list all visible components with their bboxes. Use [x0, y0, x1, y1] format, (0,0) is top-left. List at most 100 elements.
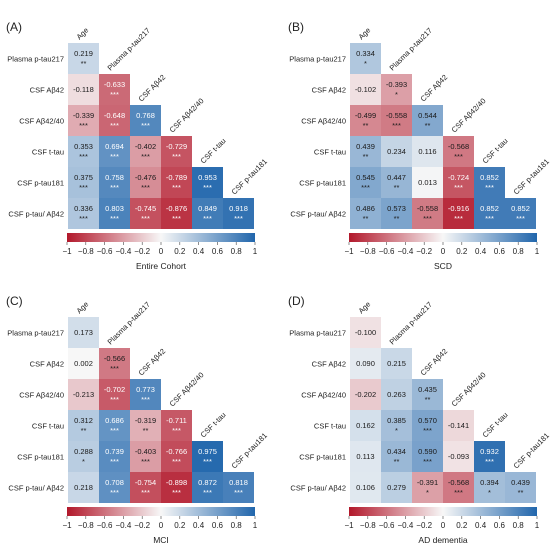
row-label: CSF Aβ42: [312, 86, 346, 95]
heatmap-cell: [474, 167, 505, 198]
heatmap-cell: [68, 136, 99, 167]
panel-label: (D): [288, 294, 305, 308]
cell-value: -0.568: [448, 142, 469, 151]
cell-value: 0.872: [198, 478, 217, 487]
cell-value: 0.932: [480, 447, 499, 456]
column-label: CSF t-tau: [199, 136, 228, 165]
row-label: CSF Aβ42: [312, 360, 346, 369]
heatmap-cell: [192, 441, 223, 472]
significance-stars: *: [488, 488, 491, 497]
colorbar-tick-label: 0.8: [513, 247, 525, 256]
significance-stars: ***: [485, 457, 494, 466]
colorbar-tick-label: 0.2: [456, 247, 468, 256]
cell-value: 0.336: [74, 204, 93, 213]
significance-stars: *: [395, 90, 398, 99]
heatmap-cell: [412, 379, 443, 410]
heatmap-cell: [350, 379, 381, 410]
significance-stars: ***: [234, 488, 243, 497]
heatmap-cell: [381, 379, 412, 410]
heatmap-cell: [443, 410, 474, 441]
significance-stars: ***: [110, 152, 119, 161]
colorbar-tick-label: −0.8: [360, 521, 376, 530]
cell-value: 0.773: [136, 385, 155, 394]
cell-value: 0.090: [356, 359, 375, 368]
row-label: CSF Aβ42/40: [19, 391, 64, 400]
cell-value: -0.898: [166, 478, 187, 487]
column-label: CSF Aβ42/40: [450, 96, 488, 134]
heatmap-cell: [99, 410, 130, 441]
row-label: CSF p-tau/ Aβ42: [8, 484, 64, 493]
cell-value: 0.447: [387, 173, 406, 182]
colorbar-tick-label: 1: [535, 521, 540, 530]
cell-value: 0.162: [356, 421, 375, 430]
column-label: CSF t-tau: [481, 410, 510, 439]
row-label: CSF Aβ42/40: [301, 117, 346, 126]
cell-value: -0.102: [355, 85, 376, 94]
heatmap-cell: [474, 472, 505, 503]
cell-value: 0.573: [387, 204, 406, 213]
heatmap-cell: [505, 472, 536, 503]
heatmap-cell: [161, 410, 192, 441]
significance-stars: ***: [141, 457, 150, 466]
row-label: CSF Aβ42: [30, 86, 64, 95]
heatmap-cell: [350, 167, 381, 198]
row-label: CSF Aβ42/40: [19, 117, 64, 126]
cell-value: 0.758: [105, 173, 124, 182]
colorbar-tick-label: −0.8: [360, 247, 376, 256]
heatmap-cell: [350, 472, 381, 503]
row-label: CSF p-tau/ Aβ42: [290, 210, 346, 219]
significance-stars: ***: [516, 214, 525, 223]
heatmap-cell: [443, 472, 474, 503]
significance-stars: ***: [110, 121, 119, 130]
cell-value: -0.916: [448, 204, 469, 213]
cell-value: 0.215: [387, 359, 406, 368]
significance-stars: ***: [203, 214, 212, 223]
cell-value: 0.002: [74, 359, 93, 368]
cell-value: 0.708: [105, 478, 124, 487]
heatmap-cell: [130, 136, 161, 167]
cell-value: 0.219: [74, 49, 93, 58]
heatmap-cell: [161, 472, 192, 503]
heatmap-cell: [443, 198, 474, 229]
heatmap-cell: [192, 167, 223, 198]
column-label: CSF Aβ42: [137, 73, 168, 104]
heatmap-cell: [161, 441, 192, 472]
row-label: CSF p-tau/ Aβ42: [290, 484, 346, 493]
heatmap-cell: [161, 136, 192, 167]
colorbar-tick-label: −0.6: [97, 521, 113, 530]
significance-stars: ***: [110, 395, 119, 404]
heatmap-cell: [130, 472, 161, 503]
heatmap-cell: [350, 198, 381, 229]
cell-value: 0.570: [418, 416, 437, 425]
column-label: Plasma p-tau217: [106, 300, 152, 346]
heatmap-cell: [68, 105, 99, 136]
significance-stars: ***: [203, 488, 212, 497]
colorbar-tick-label: 0.6: [212, 247, 224, 256]
heatmap-cell: [350, 74, 381, 105]
heatmap-cell: [223, 198, 254, 229]
significance-stars: ***: [141, 214, 150, 223]
cell-value: 0.385: [387, 416, 406, 425]
cell-value: 0.116: [418, 147, 436, 156]
significance-stars: **: [363, 214, 369, 223]
heatmap-cell: [381, 105, 412, 136]
significance-stars: ***: [454, 152, 463, 161]
cell-value: -0.876: [166, 204, 187, 213]
cell-value: 0.106: [356, 483, 375, 492]
heatmap-cell: [99, 198, 130, 229]
colorbar-tick-label: 0.8: [513, 521, 525, 530]
significance-stars: ***: [172, 426, 181, 435]
colorbar-tick-label: 0.6: [494, 247, 506, 256]
significance-stars: ***: [454, 488, 463, 497]
colorbar-tick-label: −0.4: [116, 521, 132, 530]
cell-value: 0.263: [387, 390, 406, 399]
significance-stars: *: [82, 457, 85, 466]
cell-value: 0.394: [480, 478, 499, 487]
heatmap-cell: [68, 317, 99, 348]
significance-stars: ***: [110, 183, 119, 192]
column-label: CSF Aβ42: [137, 347, 168, 378]
panel-xlabel: AD dementia: [418, 535, 467, 543]
row-label: CSF t-tau: [32, 422, 64, 431]
